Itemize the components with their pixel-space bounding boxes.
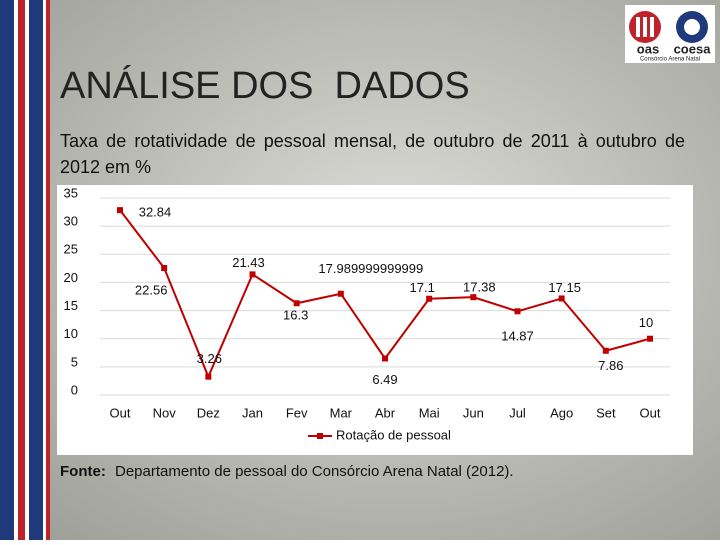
data-label: 21.43	[232, 255, 265, 270]
data-label: 22.56	[135, 282, 168, 297]
x-tick-label: Dez	[197, 405, 220, 420]
point-marker	[161, 265, 168, 272]
y-tick-label: 20	[64, 270, 78, 285]
x-tick-label: Set	[596, 405, 616, 420]
point-marker	[337, 290, 344, 297]
data-label: 6.49	[372, 372, 397, 387]
plot: 0 5 10 15 20 25 30 35 Out Nov Dez Jan Fev Mar Abr Mai Ju…	[64, 185, 670, 442]
legend-label: Rotação de pessoal	[336, 427, 451, 442]
x-tick-label: Out	[110, 405, 131, 420]
x-tick-label: Out	[640, 405, 661, 420]
point-marker	[249, 271, 256, 278]
data-label: 17.15	[548, 280, 581, 295]
data-label: 17.1	[410, 280, 435, 295]
data-label: 7.86	[598, 358, 623, 373]
subtitle-box: Taxa de rotatividade de pessoal mensal, …	[60, 131, 685, 177]
data-label: 32.84	[139, 205, 172, 220]
x-tick-label: Jun	[463, 405, 484, 420]
point-marker	[514, 308, 521, 315]
point-marker	[382, 355, 388, 362]
x-tick-label: Nov	[153, 405, 177, 420]
y-tick-label: 10	[64, 326, 78, 341]
y-tick-label: 35	[64, 185, 78, 200]
data-label: 17.38	[463, 280, 496, 295]
subtitle: Taxa de rotatividade de pessoal mensal, …	[60, 131, 685, 177]
y-tick-label: 25	[64, 242, 78, 257]
point-marker	[205, 373, 212, 380]
logo-right: coesa	[674, 41, 712, 56]
x-tick-label: Jul	[509, 405, 526, 420]
y-tick-label: 5	[71, 354, 78, 369]
point-marker	[426, 295, 433, 302]
y-tick-label: 0	[71, 382, 78, 397]
chart-area	[57, 185, 693, 455]
side-stripes	[0, 0, 50, 540]
logo-caption: Consórcio Arena Natal	[640, 57, 700, 63]
source-text: Departamento de pessoal do Consórcio Are…	[115, 463, 514, 480]
source-label: Fonte:	[60, 463, 106, 480]
x-tick-label: Fev	[286, 405, 308, 420]
logo-left: oas	[637, 41, 659, 56]
point-marker	[558, 295, 565, 302]
x-tick-label: Ago	[550, 405, 573, 420]
point-marker	[470, 294, 477, 301]
point-marker	[293, 300, 300, 307]
y-tick-label: 30	[64, 214, 78, 229]
x-tick-label: Jan	[242, 405, 263, 420]
point-marker	[602, 347, 609, 354]
x-tick-label: Mar	[330, 405, 353, 420]
point-marker	[117, 207, 123, 214]
slide-title: ANÁLISE DOS DADOS	[60, 64, 470, 107]
data-label: 14.87	[501, 329, 534, 344]
data-label: 16.3	[283, 308, 308, 323]
data-label: 10	[639, 315, 653, 330]
x-tick-label: Mai	[419, 405, 440, 420]
x-tick-label: Abr	[375, 405, 396, 420]
data-label: 3.26	[197, 351, 222, 366]
data-label: 17.989999999999	[318, 261, 423, 276]
y-tick-label: 15	[64, 298, 78, 313]
point-marker	[647, 335, 653, 342]
legend-marker	[317, 433, 323, 439]
logo: oas coesa Consórcio Arena Natal	[625, 5, 715, 63]
